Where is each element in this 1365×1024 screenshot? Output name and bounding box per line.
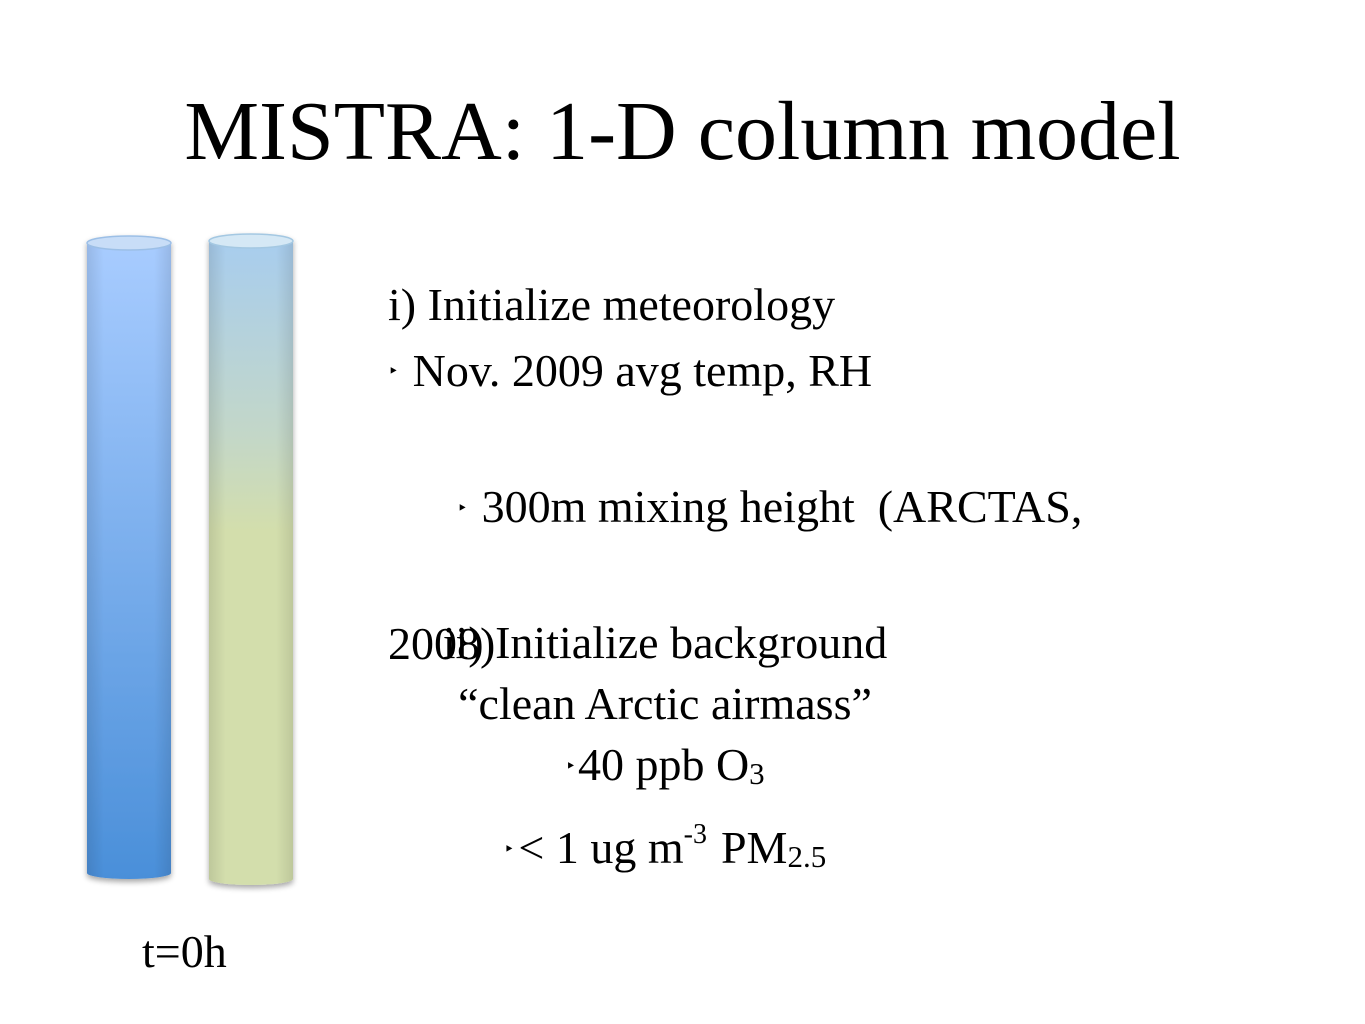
pm-superscript: -3 xyxy=(683,819,707,850)
pm-subscript: 2.5 xyxy=(787,839,827,874)
step2-quote: “clean Arctic airmass” xyxy=(458,678,872,729)
step2-ozone-item: ‣40 ppb O3 xyxy=(300,734,1030,804)
step1-bullet-text: Nov. 2009 avg temp, RH xyxy=(412,345,873,396)
step1-heading: i) Initialize meteorology xyxy=(388,279,836,330)
step1-block: i) Initialize meteorology ‣ Nov. 2009 avg… xyxy=(388,272,1188,677)
step2-pm-item: ‣< 1 ug m-3 PM2.5 xyxy=(300,804,1030,887)
step2-heading: ii) Initialize background xyxy=(442,617,888,668)
pm-tail: PM xyxy=(720,822,788,873)
meteorology-column-shading xyxy=(87,243,171,879)
pm-text: < 1 ug m xyxy=(518,822,684,873)
bullet-icon: ‣ xyxy=(388,361,399,382)
bullet-icon: ‣ xyxy=(503,838,515,859)
background-column-shading xyxy=(209,241,293,885)
step1-bullet-item: ‣ Nov. 2009 avg temp, RH xyxy=(388,338,1188,408)
background-column xyxy=(208,233,294,885)
step2-block: ii) Initialize background “clean Arctic … xyxy=(300,612,1030,887)
ozone-text: 40 ppb O xyxy=(577,739,750,790)
step1-bullet-item: ‣ 300m mixing height (ARCTAS, xyxy=(388,408,1188,610)
meteorology-column xyxy=(86,235,172,879)
slide-title: MISTRA: 1-D column model xyxy=(184,85,1181,178)
bullet-icon: ‣ xyxy=(457,497,468,518)
meteorology-column-top xyxy=(86,235,172,251)
step1-bullet-text: 300m mixing height (ARCTAS, xyxy=(481,481,1083,533)
step1-continuation: 2008) xyxy=(388,617,496,669)
background-column-top xyxy=(208,233,294,249)
time-label: t=0h xyxy=(142,926,227,977)
ozone-subscript: 3 xyxy=(749,756,765,791)
bullet-icon: ‣ xyxy=(565,755,576,776)
